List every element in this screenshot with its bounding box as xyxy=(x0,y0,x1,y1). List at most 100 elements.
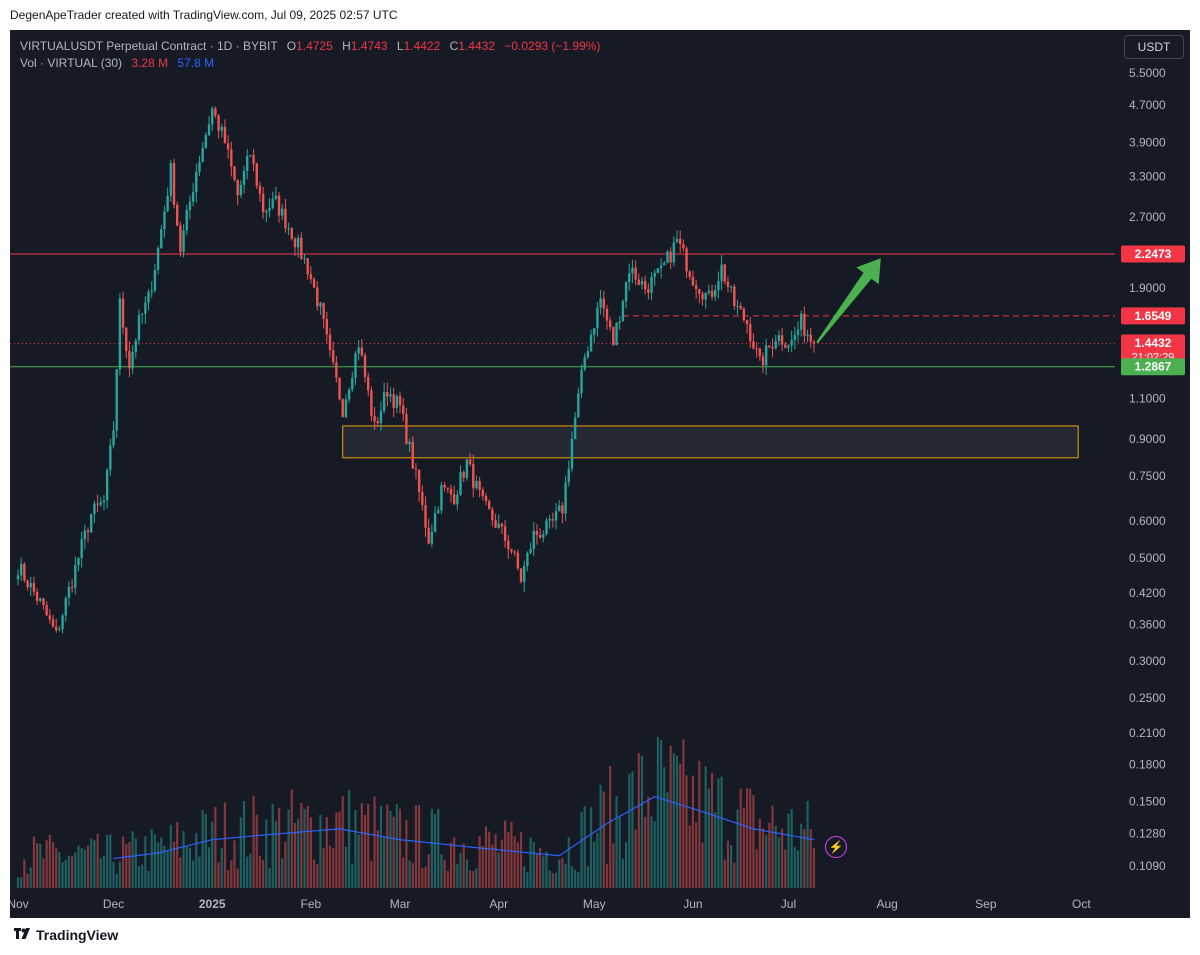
price-chart[interactable]: 5.5000 4.7000 3.9000 3.3000 2.7000 1.9000 1.10… xyxy=(10,30,1190,918)
volume-bar xyxy=(309,817,312,888)
candle-body xyxy=(32,583,36,592)
candle-body xyxy=(701,293,704,300)
candle-body xyxy=(246,155,249,171)
candle-body xyxy=(733,286,736,306)
candle-body xyxy=(55,626,58,631)
candle-body xyxy=(344,399,348,417)
candle-body xyxy=(774,341,777,349)
volume-bar xyxy=(484,826,488,888)
y-tick-label: 0.1090 xyxy=(1129,859,1166,873)
low-value: 1.4422 xyxy=(403,39,441,53)
candle-body xyxy=(223,126,227,144)
volume-bar xyxy=(504,820,507,888)
volume-bar xyxy=(440,854,443,888)
candle-body xyxy=(650,276,653,293)
candle-body xyxy=(166,195,169,212)
volume-bar xyxy=(723,859,726,888)
volume-bar xyxy=(26,873,29,888)
volume-bar xyxy=(647,796,650,888)
volume-bar xyxy=(513,836,516,888)
x-tick-label: Jul xyxy=(781,897,796,911)
attribution-text: DegenApeTrader created with TradingView.… xyxy=(10,8,398,22)
volume-bar xyxy=(653,821,656,888)
candle-body xyxy=(449,488,453,495)
volume-bar xyxy=(453,837,456,888)
candle-body xyxy=(414,468,418,470)
volume-bar xyxy=(809,829,812,888)
volume-bar xyxy=(207,847,211,888)
volume-bar xyxy=(367,803,370,888)
candle-body xyxy=(593,328,596,335)
candle-body xyxy=(494,520,497,528)
candle-body xyxy=(529,549,532,553)
candle-body xyxy=(758,348,761,357)
volume-bar xyxy=(589,807,593,888)
lightning-bolt-icon[interactable]: ⚡ xyxy=(825,836,847,858)
candle-body xyxy=(74,565,77,588)
volume-line: Vol · VIRTUAL (30) 3.28 M 57.8 M xyxy=(20,55,600,72)
candle-body xyxy=(452,494,456,505)
volume-bar xyxy=(265,819,268,888)
symbol-name[interactable]: VIRTUALUSDT Perpetual Contract · 1D · BY… xyxy=(20,39,278,53)
candle-body xyxy=(443,484,446,488)
volume-bar xyxy=(497,852,500,888)
volume-bar xyxy=(176,822,179,888)
currency-unit-button[interactable]: USDT xyxy=(1124,35,1184,59)
candle-body xyxy=(510,549,513,552)
candle-body xyxy=(179,225,182,253)
candle-body xyxy=(545,520,548,535)
volume-bar xyxy=(411,862,414,888)
volume-bar xyxy=(64,859,67,888)
volume-bar xyxy=(542,856,545,888)
candle-body xyxy=(370,390,373,416)
volume-bar xyxy=(211,821,214,888)
volume-bar xyxy=(418,805,421,888)
candle-body xyxy=(777,335,781,342)
volume-bar xyxy=(312,859,316,888)
volume-bar xyxy=(663,767,666,888)
candle-body xyxy=(296,237,300,248)
volume-bar xyxy=(446,870,449,888)
volume-bar xyxy=(131,831,134,888)
candle-body xyxy=(790,339,793,346)
candle-body xyxy=(373,415,376,422)
volume-bar xyxy=(561,858,564,888)
chart-pane[interactable]: 5.5000 4.7000 3.9000 3.3000 2.7000 1.9000 1.10… xyxy=(10,30,1190,918)
volume-bar xyxy=(567,837,570,888)
candle-body xyxy=(433,513,437,532)
volume-bar xyxy=(535,853,539,888)
volume-bar xyxy=(281,858,284,888)
volume-bar xyxy=(217,862,220,888)
volume-bar xyxy=(332,847,335,888)
volume-bar xyxy=(99,858,102,888)
candle-body xyxy=(503,526,507,541)
level-price-tag xyxy=(1121,307,1185,325)
candle-body xyxy=(526,552,529,566)
candle-body xyxy=(481,489,485,497)
volume-bar xyxy=(204,813,207,888)
volume-bar xyxy=(519,832,523,888)
volume-bar xyxy=(793,846,796,888)
volume-ma-line xyxy=(113,795,814,859)
candle-body xyxy=(201,148,204,163)
candle-body xyxy=(160,229,163,249)
volume-bar xyxy=(733,862,736,888)
volume-bar xyxy=(23,859,26,888)
volume-label[interactable]: Vol · VIRTUAL (30) xyxy=(20,56,123,70)
volume-bar xyxy=(55,848,58,888)
candle-body xyxy=(325,319,329,335)
volume-bar xyxy=(666,792,669,888)
candle-body xyxy=(367,376,370,391)
footer: TradingView xyxy=(0,918,1200,955)
volume-bar xyxy=(306,805,309,888)
chart-legend: VIRTUALUSDT Perpetual Contract · 1D · BY… xyxy=(20,38,600,72)
candle-body xyxy=(64,598,67,616)
volume-bar xyxy=(319,814,322,888)
candle-body xyxy=(150,290,153,293)
candle-body xyxy=(309,274,313,280)
candle-body xyxy=(475,481,478,489)
volume-bar xyxy=(758,818,761,888)
candle-body xyxy=(357,347,360,354)
candle-body xyxy=(48,615,52,620)
candle-body xyxy=(316,287,319,307)
